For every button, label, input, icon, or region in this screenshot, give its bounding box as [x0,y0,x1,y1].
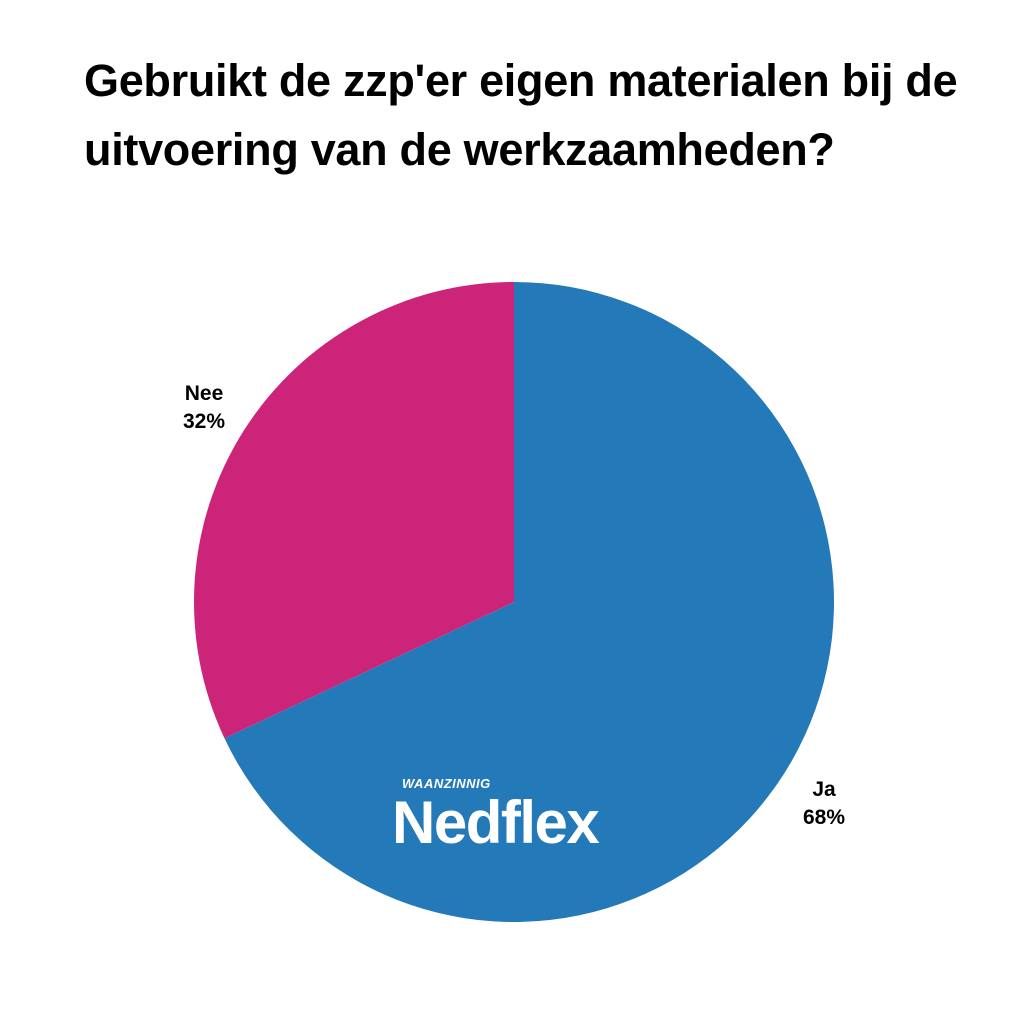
logo-brand: Nedflex [392,789,600,856]
pie-slice-nee [193,282,514,739]
slice-label-ja-name: Ja [812,778,836,801]
logo-tagline: WAANZINNIG [402,776,491,791]
slice-label-nee-name: Nee [184,382,224,405]
slice-label-nee-value: 32% [182,410,226,433]
pie-slice-ja [224,282,835,923]
chart-title: Gebruikt de zzp'er eigen materialen bij … [84,55,958,175]
slice-label-ja: Ja 68% [788,776,860,832]
slice-label-ja-value: 68% [802,806,846,829]
slice-label-nee: Nee 32% [168,380,240,436]
nedflex-logo: WAANZINNIG Nedflex [392,776,642,854]
pie-slices [193,282,835,923]
